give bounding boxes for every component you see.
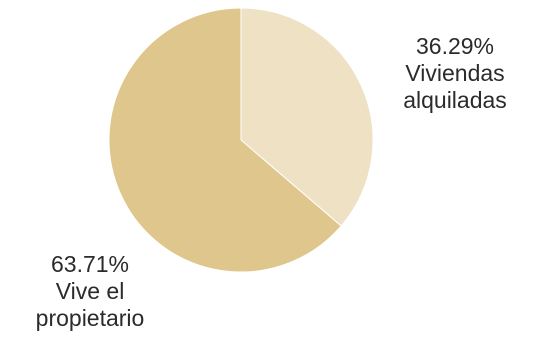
slice-name-owner-line2: propietario — [35, 305, 145, 331]
pie-slice-rented — [240, 7, 374, 227]
slice-value-owner: 63.71% — [50, 251, 129, 277]
slice-value-rented: 36.29% — [415, 33, 494, 59]
slice-label-rented: 36.29% Viviendas alquiladas — [380, 33, 530, 114]
slice-name-owner-line1: Vive el — [55, 278, 125, 304]
pie-slice-owner — [108, 7, 342, 273]
slice-name-rented-line2: alquiladas — [403, 87, 507, 113]
slice-name-rented-line1: Viviendas — [405, 60, 505, 86]
slice-label-owner: 63.71% Vive el propietario — [15, 251, 165, 332]
